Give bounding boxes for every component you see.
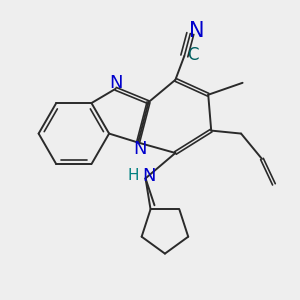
Text: N: N <box>189 21 205 40</box>
Text: C: C <box>187 46 199 64</box>
Text: H: H <box>127 169 139 184</box>
Text: N: N <box>133 140 146 158</box>
Text: N: N <box>109 74 122 92</box>
Text: N: N <box>142 167 155 185</box>
